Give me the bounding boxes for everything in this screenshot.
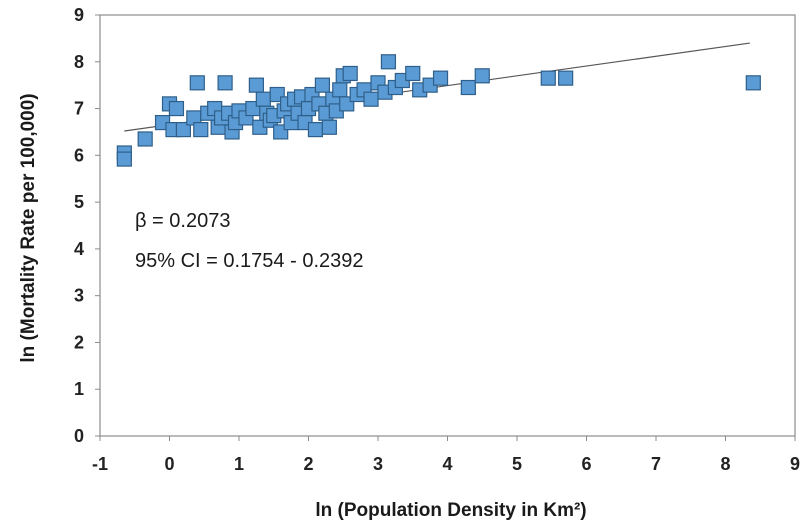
y-tick-label: 4: [74, 239, 84, 259]
x-axis-title: ln (Population Density in Km²): [315, 500, 586, 521]
data-point: [745, 75, 761, 91]
x-tick-label: 2: [303, 454, 313, 474]
x-tick-label: 4: [442, 454, 452, 474]
y-tick-label: 6: [74, 145, 84, 165]
y-axis-title: ln (Mortality Rate per 100,000): [18, 93, 39, 362]
data-point: [332, 82, 348, 98]
x-tick-label: -1: [92, 454, 108, 474]
axes: [95, 14, 796, 441]
y-tick-label: 0: [74, 426, 84, 446]
data-points: [116, 54, 761, 167]
x-tick-label: 8: [720, 454, 730, 474]
data-point: [363, 91, 379, 107]
data-point: [342, 65, 358, 82]
x-tick-label: 9: [790, 454, 800, 474]
y-tick-label: 7: [74, 99, 84, 119]
x-tick-label: 7: [651, 454, 661, 474]
data-point: [558, 70, 574, 86]
data-point: [405, 65, 421, 82]
y-tick-label: 9: [74, 5, 84, 25]
data-point: [380, 54, 397, 70]
data-point: [314, 77, 330, 93]
data-point: [307, 122, 324, 138]
y-tick-label: 8: [74, 52, 84, 72]
tick-labels: -1 0 1 2 3 4 5 6 7 8 9 0 1 2 3 4 5 6 7 8 9: [74, 5, 800, 474]
data-point: [137, 131, 153, 147]
data-point: [168, 100, 185, 117]
data-point: [255, 91, 271, 107]
beta-annotation: β = 0.2073: [135, 210, 230, 232]
data-point: [189, 75, 205, 91]
data-point: [193, 122, 209, 138]
y-tick-label: 2: [74, 332, 84, 352]
data-point: [248, 77, 264, 93]
data-point: [116, 151, 132, 167]
y-tick-label: 3: [74, 286, 84, 306]
x-tick-label: 3: [373, 454, 383, 474]
x-tick-label: 1: [234, 454, 244, 474]
data-point: [321, 119, 337, 135]
data-point: [540, 70, 556, 86]
data-point: [460, 79, 476, 96]
x-tick-label: 0: [164, 454, 174, 474]
data-point: [432, 70, 449, 86]
data-point: [474, 68, 490, 84]
x-tick-label: 6: [581, 454, 591, 474]
ci-annotation: 95% CI = 0.1754 - 0.2392: [135, 250, 364, 272]
y-tick-label: 5: [74, 192, 84, 212]
data-point: [217, 75, 233, 91]
y-tick-label: 1: [74, 379, 84, 399]
x-tick-label: 5: [512, 454, 522, 474]
data-point: [175, 122, 191, 138]
